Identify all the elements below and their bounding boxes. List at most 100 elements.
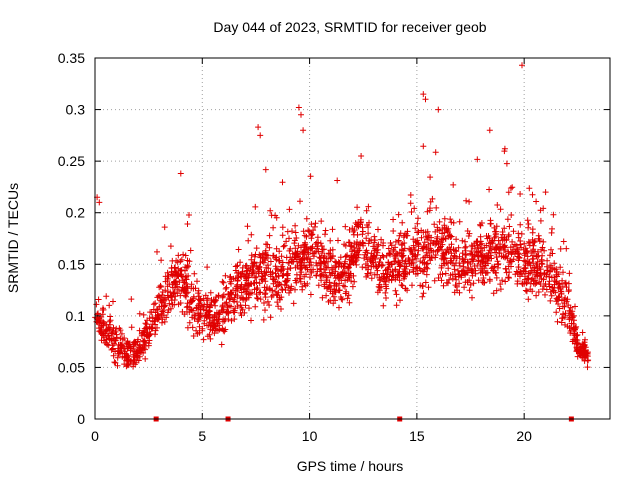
data-point xyxy=(257,254,264,261)
data-point xyxy=(336,274,343,281)
data-point xyxy=(525,296,532,303)
data-point xyxy=(301,263,308,269)
data-point xyxy=(272,263,279,270)
data-point xyxy=(350,231,357,238)
data-point xyxy=(207,289,214,296)
data-point xyxy=(547,288,554,295)
data-point xyxy=(190,293,197,300)
data-point xyxy=(207,326,214,333)
data-point xyxy=(399,219,406,226)
data-point xyxy=(174,259,181,266)
data-point xyxy=(352,258,359,265)
data-point xyxy=(279,232,286,239)
data-point xyxy=(513,242,520,249)
data-point xyxy=(159,292,166,298)
data-point xyxy=(434,224,441,231)
data-point xyxy=(233,283,240,290)
data-point xyxy=(293,271,300,278)
data-point xyxy=(401,260,408,267)
data-point xyxy=(94,319,101,326)
data-point xyxy=(497,286,504,293)
data-point xyxy=(110,335,117,342)
data-point xyxy=(205,311,212,318)
data-point xyxy=(136,327,143,334)
data-point xyxy=(172,269,179,276)
data-point xyxy=(146,315,153,322)
data-point xyxy=(528,267,535,274)
data-point xyxy=(292,286,298,293)
data-point xyxy=(168,265,175,272)
data-point xyxy=(445,280,451,287)
data-point xyxy=(554,318,561,325)
data-point xyxy=(354,239,360,245)
data-point xyxy=(299,249,306,256)
data-point xyxy=(544,257,551,264)
data-point xyxy=(497,281,504,288)
data-point xyxy=(380,274,387,280)
data-point xyxy=(321,281,328,288)
data-point xyxy=(492,231,499,238)
data-point xyxy=(147,309,154,316)
data-point xyxy=(260,316,267,323)
data-point xyxy=(553,266,560,273)
data-point xyxy=(514,280,521,287)
data-point xyxy=(110,298,116,305)
data-point xyxy=(499,231,506,238)
data-point xyxy=(364,262,371,269)
data-point xyxy=(154,248,160,255)
data-point xyxy=(542,291,548,298)
data-point xyxy=(307,255,314,262)
data-point xyxy=(542,189,549,196)
data-point xyxy=(345,292,352,299)
data-point xyxy=(484,269,491,276)
data-point xyxy=(502,278,509,285)
data-point xyxy=(571,336,578,343)
data-point xyxy=(342,242,349,249)
data-point xyxy=(189,298,195,305)
data-point xyxy=(218,341,225,348)
data-point xyxy=(304,280,311,287)
data-point xyxy=(299,283,306,290)
x-tick-label: 5 xyxy=(198,428,206,444)
data-point xyxy=(535,232,542,239)
data-point xyxy=(494,264,501,271)
data-point xyxy=(261,255,267,262)
data-point xyxy=(433,204,440,211)
data-point xyxy=(237,259,244,266)
data-point xyxy=(327,237,334,244)
data-point xyxy=(193,327,200,334)
data-point xyxy=(142,355,149,362)
data-point xyxy=(313,239,320,246)
data-point xyxy=(359,264,366,271)
data-point xyxy=(472,252,479,258)
data-point xyxy=(211,311,218,318)
data-point xyxy=(506,269,513,276)
data-point xyxy=(206,308,213,315)
data-point xyxy=(526,185,533,192)
data-point xyxy=(583,351,590,357)
data-point xyxy=(114,354,121,361)
data-point xyxy=(388,242,395,249)
data-point xyxy=(266,302,273,309)
data-point xyxy=(308,269,315,276)
data-point xyxy=(194,318,201,325)
data-point xyxy=(253,291,260,298)
data-point xyxy=(469,255,476,262)
data-point xyxy=(408,260,414,267)
data-point xyxy=(162,273,169,280)
data-point xyxy=(453,248,460,255)
data-point xyxy=(415,229,422,235)
data-point xyxy=(416,265,423,272)
data-point xyxy=(111,359,118,366)
data-point xyxy=(272,270,279,277)
data-point xyxy=(524,275,531,282)
data-point xyxy=(267,268,274,275)
data-point xyxy=(407,200,414,207)
data-point xyxy=(248,272,255,279)
data-point xyxy=(346,226,353,233)
data-point xyxy=(98,314,105,320)
data-point xyxy=(107,313,114,320)
data-point xyxy=(264,298,271,305)
data-point xyxy=(508,251,515,258)
data-point xyxy=(548,292,555,299)
